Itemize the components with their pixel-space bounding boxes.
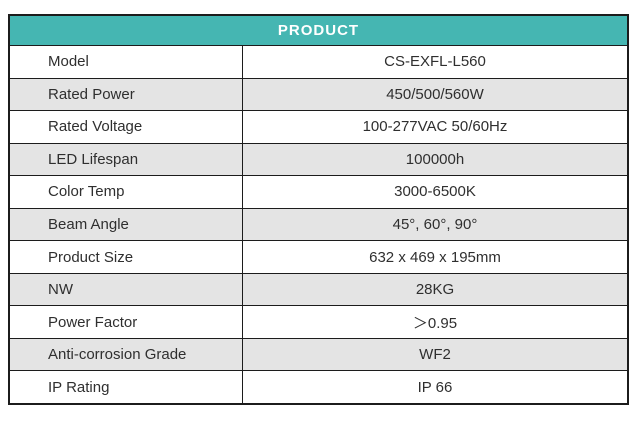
- table-row: Power Factor ＞0.95: [10, 306, 627, 339]
- table-row: Rated Power 450/500/560W: [10, 78, 627, 112]
- table-title: PRODUCT: [277, 22, 360, 39]
- table-row: Model CS-EXFL-L560: [10, 46, 627, 79]
- spec-value: CS-EXFL-L560: [384, 53, 486, 71]
- table-row: Rated Voltage 100-277VAC 50/60Hz: [10, 111, 627, 144]
- spec-value: 28KG: [415, 281, 455, 299]
- spec-label: Anti-corrosion Grade: [10, 338, 243, 371]
- table-row: LED Lifespan 100000h: [10, 143, 627, 177]
- spec-label: LED Lifespan: [10, 143, 243, 176]
- spec-value: 3000-6500K: [394, 183, 476, 201]
- spec-value: 632 x 469 x 195mm: [369, 248, 501, 266]
- spec-value: 100-277VAC 50/60Hz: [362, 118, 508, 136]
- table-row: IP Rating IP 66: [10, 371, 627, 404]
- spec-label: Power Factor: [10, 306, 243, 338]
- spec-label: Rated Voltage: [10, 111, 243, 143]
- spec-label: Color Temp: [10, 176, 243, 208]
- table-row: Color Temp 3000-6500K: [10, 176, 627, 209]
- table-row: Anti-corrosion Grade WF2: [10, 338, 627, 372]
- spec-label: NW: [10, 273, 243, 306]
- spec-value: ＞0.95: [412, 314, 458, 332]
- spec-value: WF2: [419, 346, 451, 364]
- spec-value: 450/500/560W: [386, 85, 484, 103]
- spec-value: 45°, 60°, 90°: [392, 216, 478, 233]
- spec-label: Beam Angle: [10, 208, 243, 241]
- spec-value: 100000h: [405, 150, 465, 168]
- table-row: Product Size 632 x 469 x 195mm: [10, 241, 627, 274]
- spec-label: IP Rating: [10, 371, 243, 404]
- table-row: Beam Angle 45°, 60°, 90°: [10, 208, 627, 242]
- table-row: NW 28KG: [10, 273, 627, 307]
- spec-label: Product Size: [10, 241, 243, 273]
- spec-label: Model: [10, 46, 243, 78]
- spec-value: IP 66: [417, 378, 453, 396]
- spec-label: Rated Power: [10, 78, 243, 111]
- table-body: Model CS-EXFL-L560 Rated Power 450/500/5…: [10, 46, 627, 404]
- table-header: PRODUCT: [10, 16, 627, 46]
- product-spec-table: PRODUCT Model CS-EXFL-L560 Rated Power 4…: [8, 14, 629, 405]
